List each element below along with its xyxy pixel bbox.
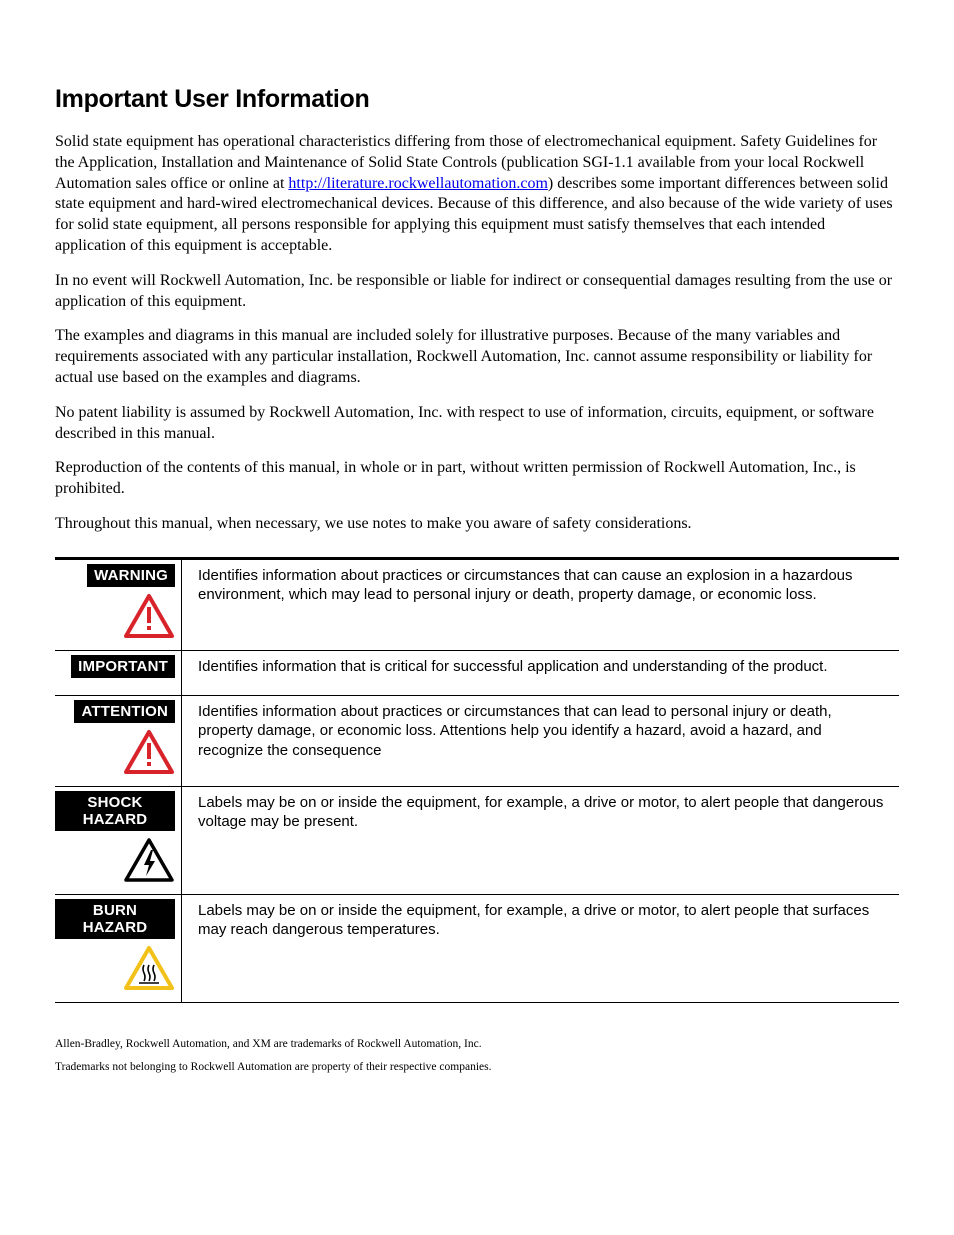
- hazard-table: WARNING Identifies information about pra…: [55, 557, 899, 1003]
- warning-triangle-icon: [55, 593, 175, 644]
- paragraph-5: Reproduction of the contents of this man…: [55, 458, 899, 500]
- hazard-desc-cell: Identifies information about practices o…: [182, 558, 900, 650]
- paragraph-2: In no event will Rockwell Automation, In…: [55, 271, 899, 313]
- hazard-desc-cell: Identifies information about practices o…: [182, 695, 900, 786]
- document-page: Important User Information Solid state e…: [0, 0, 954, 1123]
- table-row: SHOCK HAZARD Labels may be on or inside …: [55, 786, 899, 894]
- burn-hazard-icon: [55, 945, 175, 996]
- footnote-1: Allen-Bradley, Rockwell Automation, and …: [55, 1037, 899, 1052]
- footnote-2: Trademarks not belonging to Rockwell Aut…: [55, 1060, 899, 1075]
- hazard-badge-burn: BURN HAZARD: [55, 899, 175, 939]
- paragraph-4: No patent liability is assumed by Rockwe…: [55, 403, 899, 445]
- hazard-desc-cell: Identifies information that is critical …: [182, 650, 900, 695]
- literature-link[interactable]: http://literature.rockwellautomation.com: [288, 175, 547, 192]
- attention-triangle-icon: [55, 729, 175, 780]
- hazard-label-cell: IMPORTANT: [55, 650, 182, 695]
- shock-hazard-icon: [55, 837, 175, 888]
- hazard-desc-cell: Labels may be on or inside the equipment…: [182, 894, 900, 1002]
- hazard-label-cell: WARNING: [55, 558, 182, 650]
- hazard-badge-attention: ATTENTION: [74, 700, 175, 723]
- hazard-label-cell: SHOCK HAZARD: [55, 786, 182, 894]
- footnotes: Allen-Bradley, Rockwell Automation, and …: [55, 1037, 899, 1075]
- table-row: IMPORTANT Identifies information that is…: [55, 650, 899, 695]
- paragraph-1: Solid state equipment has operational ch…: [55, 132, 899, 257]
- page-title: Important User Information: [55, 85, 899, 114]
- table-row: ATTENTION Identifies information about p…: [55, 695, 899, 786]
- paragraph-3: The examples and diagrams in this manual…: [55, 326, 899, 388]
- hazard-label-cell: ATTENTION: [55, 695, 182, 786]
- table-row: WARNING Identifies information about pra…: [55, 558, 899, 650]
- table-row: BURN HAZARD Labels may be on or inside t…: [55, 894, 899, 1002]
- hazard-desc-cell: Labels may be on or inside the equipment…: [182, 786, 900, 894]
- hazard-badge-important: IMPORTANT: [71, 655, 175, 678]
- hazard-label-cell: BURN HAZARD: [55, 894, 182, 1002]
- hazard-badge-warning: WARNING: [87, 564, 175, 587]
- paragraph-6: Throughout this manual, when necessary, …: [55, 514, 899, 535]
- hazard-badge-shock: SHOCK HAZARD: [55, 791, 175, 831]
